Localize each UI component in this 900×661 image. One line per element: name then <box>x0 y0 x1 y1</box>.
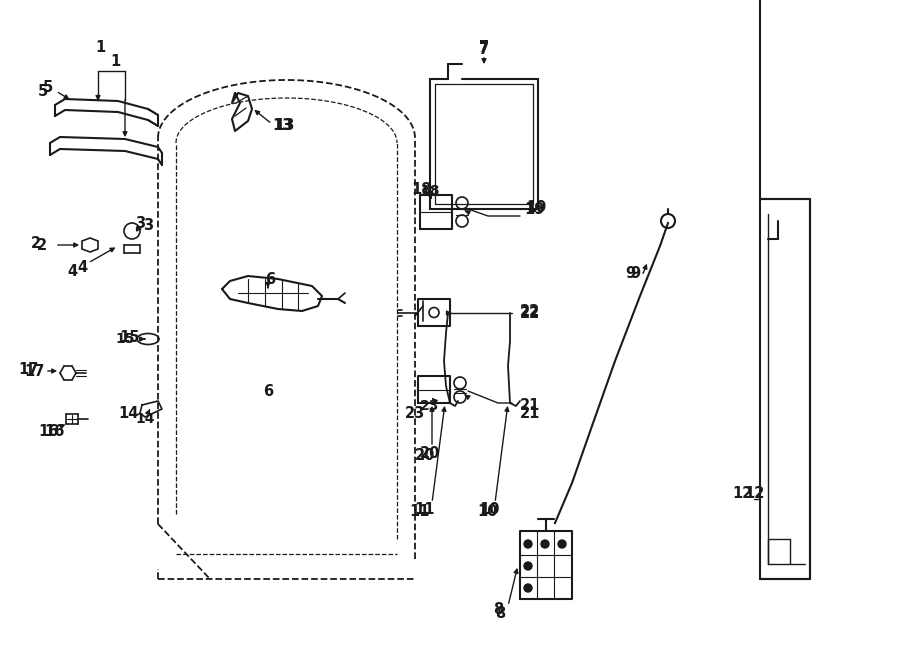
Text: 13: 13 <box>272 118 292 134</box>
Text: 22: 22 <box>520 305 540 321</box>
Text: 20: 20 <box>415 447 436 463</box>
Text: 11: 11 <box>415 502 436 516</box>
Text: 5: 5 <box>43 81 53 95</box>
Text: 13: 13 <box>274 118 295 134</box>
Text: 8: 8 <box>495 605 505 621</box>
Text: 17: 17 <box>25 364 45 379</box>
Text: 7: 7 <box>479 42 489 56</box>
Text: 15: 15 <box>115 332 135 346</box>
Text: 17: 17 <box>18 362 38 377</box>
Circle shape <box>524 562 532 570</box>
Circle shape <box>524 584 532 592</box>
Text: 5: 5 <box>38 83 48 98</box>
Text: 8: 8 <box>493 602 503 617</box>
Text: 1: 1 <box>94 40 105 54</box>
Text: 11: 11 <box>410 504 430 518</box>
Text: 22: 22 <box>520 303 540 319</box>
Text: 19: 19 <box>525 202 545 217</box>
Text: 6: 6 <box>265 272 275 286</box>
Circle shape <box>541 540 549 548</box>
Text: 4: 4 <box>76 260 87 274</box>
Text: 10: 10 <box>478 504 499 518</box>
Text: 12: 12 <box>732 485 752 500</box>
Text: 23: 23 <box>420 399 440 413</box>
Text: 12: 12 <box>743 485 764 500</box>
Text: 10: 10 <box>480 502 500 516</box>
Text: 16: 16 <box>45 424 65 438</box>
Text: 19: 19 <box>526 200 547 215</box>
Text: 15: 15 <box>120 329 140 344</box>
Text: 3: 3 <box>135 215 145 231</box>
Text: 23: 23 <box>405 405 425 420</box>
Text: 1: 1 <box>110 54 120 69</box>
Text: 9: 9 <box>625 266 635 280</box>
Text: 18: 18 <box>412 182 432 196</box>
Text: 2: 2 <box>31 235 41 251</box>
Text: 4: 4 <box>67 264 77 278</box>
Text: 14: 14 <box>118 405 139 420</box>
Text: 16: 16 <box>38 424 58 438</box>
Text: 3: 3 <box>143 219 153 233</box>
Text: 20: 20 <box>419 446 440 461</box>
Text: 7: 7 <box>479 40 489 54</box>
Text: 2: 2 <box>37 237 47 253</box>
Circle shape <box>558 540 566 548</box>
Text: 21: 21 <box>520 405 540 420</box>
Text: 21: 21 <box>520 399 540 414</box>
Text: 6: 6 <box>263 383 273 399</box>
Text: 9: 9 <box>630 266 640 280</box>
Text: 14: 14 <box>135 412 155 426</box>
Circle shape <box>524 540 532 548</box>
Text: 18: 18 <box>420 184 440 198</box>
